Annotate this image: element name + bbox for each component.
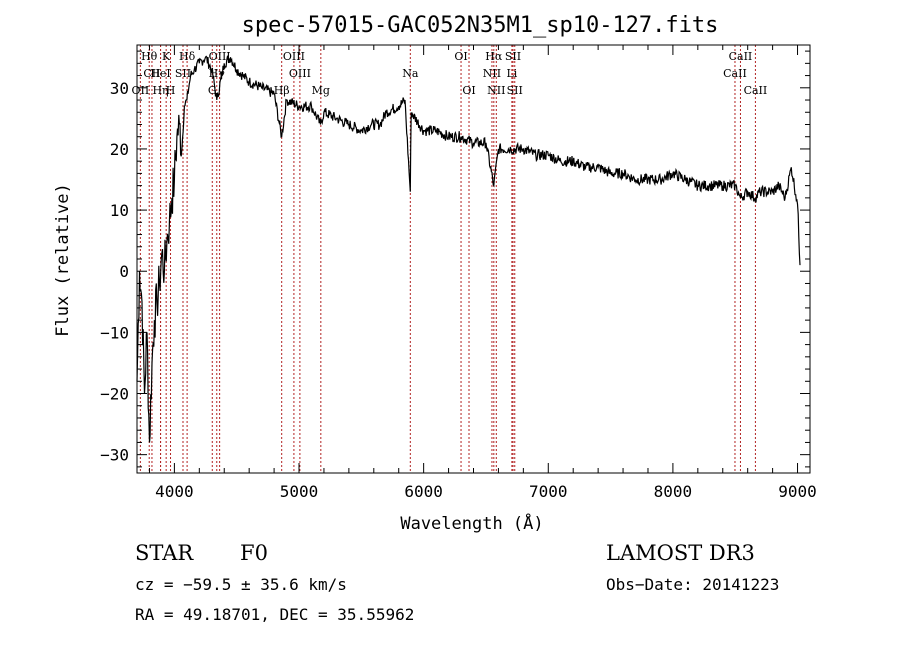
line-label-21: NII — [487, 84, 505, 97]
line-label-24: SII — [507, 84, 523, 97]
observation-date: Obs−Date: 20141223 — [606, 575, 779, 594]
line-label-6: H — [166, 84, 176, 97]
y-tick-labels: −30 −20 −10 0 10 20 30 — [100, 79, 129, 465]
y-tick-label-3: 0 — [119, 262, 129, 281]
line-label-20: NII — [483, 67, 501, 80]
line-label-5: Hη — [152, 84, 168, 97]
y-tick-label-4: 10 — [110, 201, 129, 220]
redshift-velocity: cz = −59.5 ± 35.6 km/s — [135, 575, 347, 594]
line-label-27: CaII — [744, 84, 768, 97]
line-label-18: OI — [462, 84, 475, 97]
line-label-8: Hδ — [179, 50, 196, 63]
line-label-23: Li — [506, 67, 517, 80]
y-tick-label-6: 30 — [110, 79, 129, 98]
x-tick-label-1: 5000 — [280, 482, 319, 501]
y-tick-label-5: 20 — [110, 140, 129, 159]
sky-coordinates: RA = 49.18701, DEC = 35.55962 — [135, 605, 414, 624]
y-tick-label-1: −20 — [100, 385, 129, 404]
survey-name: LAMOST DR3 — [606, 541, 755, 565]
line-label-0: Hθ — [141, 50, 158, 63]
line-label-9: OIII — [209, 50, 231, 63]
line-label-15: Mg — [312, 84, 330, 97]
x-tick-label-2: 6000 — [404, 482, 443, 501]
x-tick-label-0: 4000 — [155, 482, 194, 501]
emission-line-markers — [139, 45, 756, 473]
spectrum-series-line — [136, 54, 801, 443]
line-label-17: OI — [454, 50, 467, 63]
x-axis-label: Wavelength (Å) — [400, 512, 543, 534]
y-tick-label-0: −30 — [100, 446, 129, 465]
line-label-7: SII — [175, 67, 191, 80]
plot-frame — [136, 44, 811, 474]
chart-title: spec-57015-GAC052N35M1_sp10-127.fits — [242, 13, 719, 38]
line-label-3: K — [162, 50, 171, 63]
axis-ticks — [137, 45, 810, 473]
x-tick-label-5: 9000 — [778, 482, 817, 501]
line-label-25: CaII — [729, 50, 753, 63]
y-axis-label: Flux (relative) — [53, 183, 73, 337]
object-subclass: F0 — [240, 541, 268, 565]
line-label-4: HeI — [150, 67, 170, 80]
x-tick-label-4: 8000 — [654, 482, 693, 501]
line-label-14: OIII — [289, 67, 311, 80]
line-label-19: Hα — [485, 50, 503, 63]
y-tick-label-2: −10 — [100, 323, 129, 342]
line-label-12: Hβ — [274, 84, 290, 97]
line-label-22: SII — [505, 50, 521, 63]
line-label-2: OII — [132, 84, 150, 97]
object-class: STAR — [135, 541, 194, 565]
line-label-10: G — [208, 84, 217, 97]
x-tick-label-3: 7000 — [529, 482, 568, 501]
x-tick-labels: 4000 5000 6000 7000 8000 9000 — [155, 482, 817, 501]
line-label-16: Na — [402, 67, 419, 80]
line-label-1: CII — [143, 67, 160, 80]
line-label-26: CaII — [723, 67, 747, 80]
line-label-13: OIII — [283, 50, 305, 63]
